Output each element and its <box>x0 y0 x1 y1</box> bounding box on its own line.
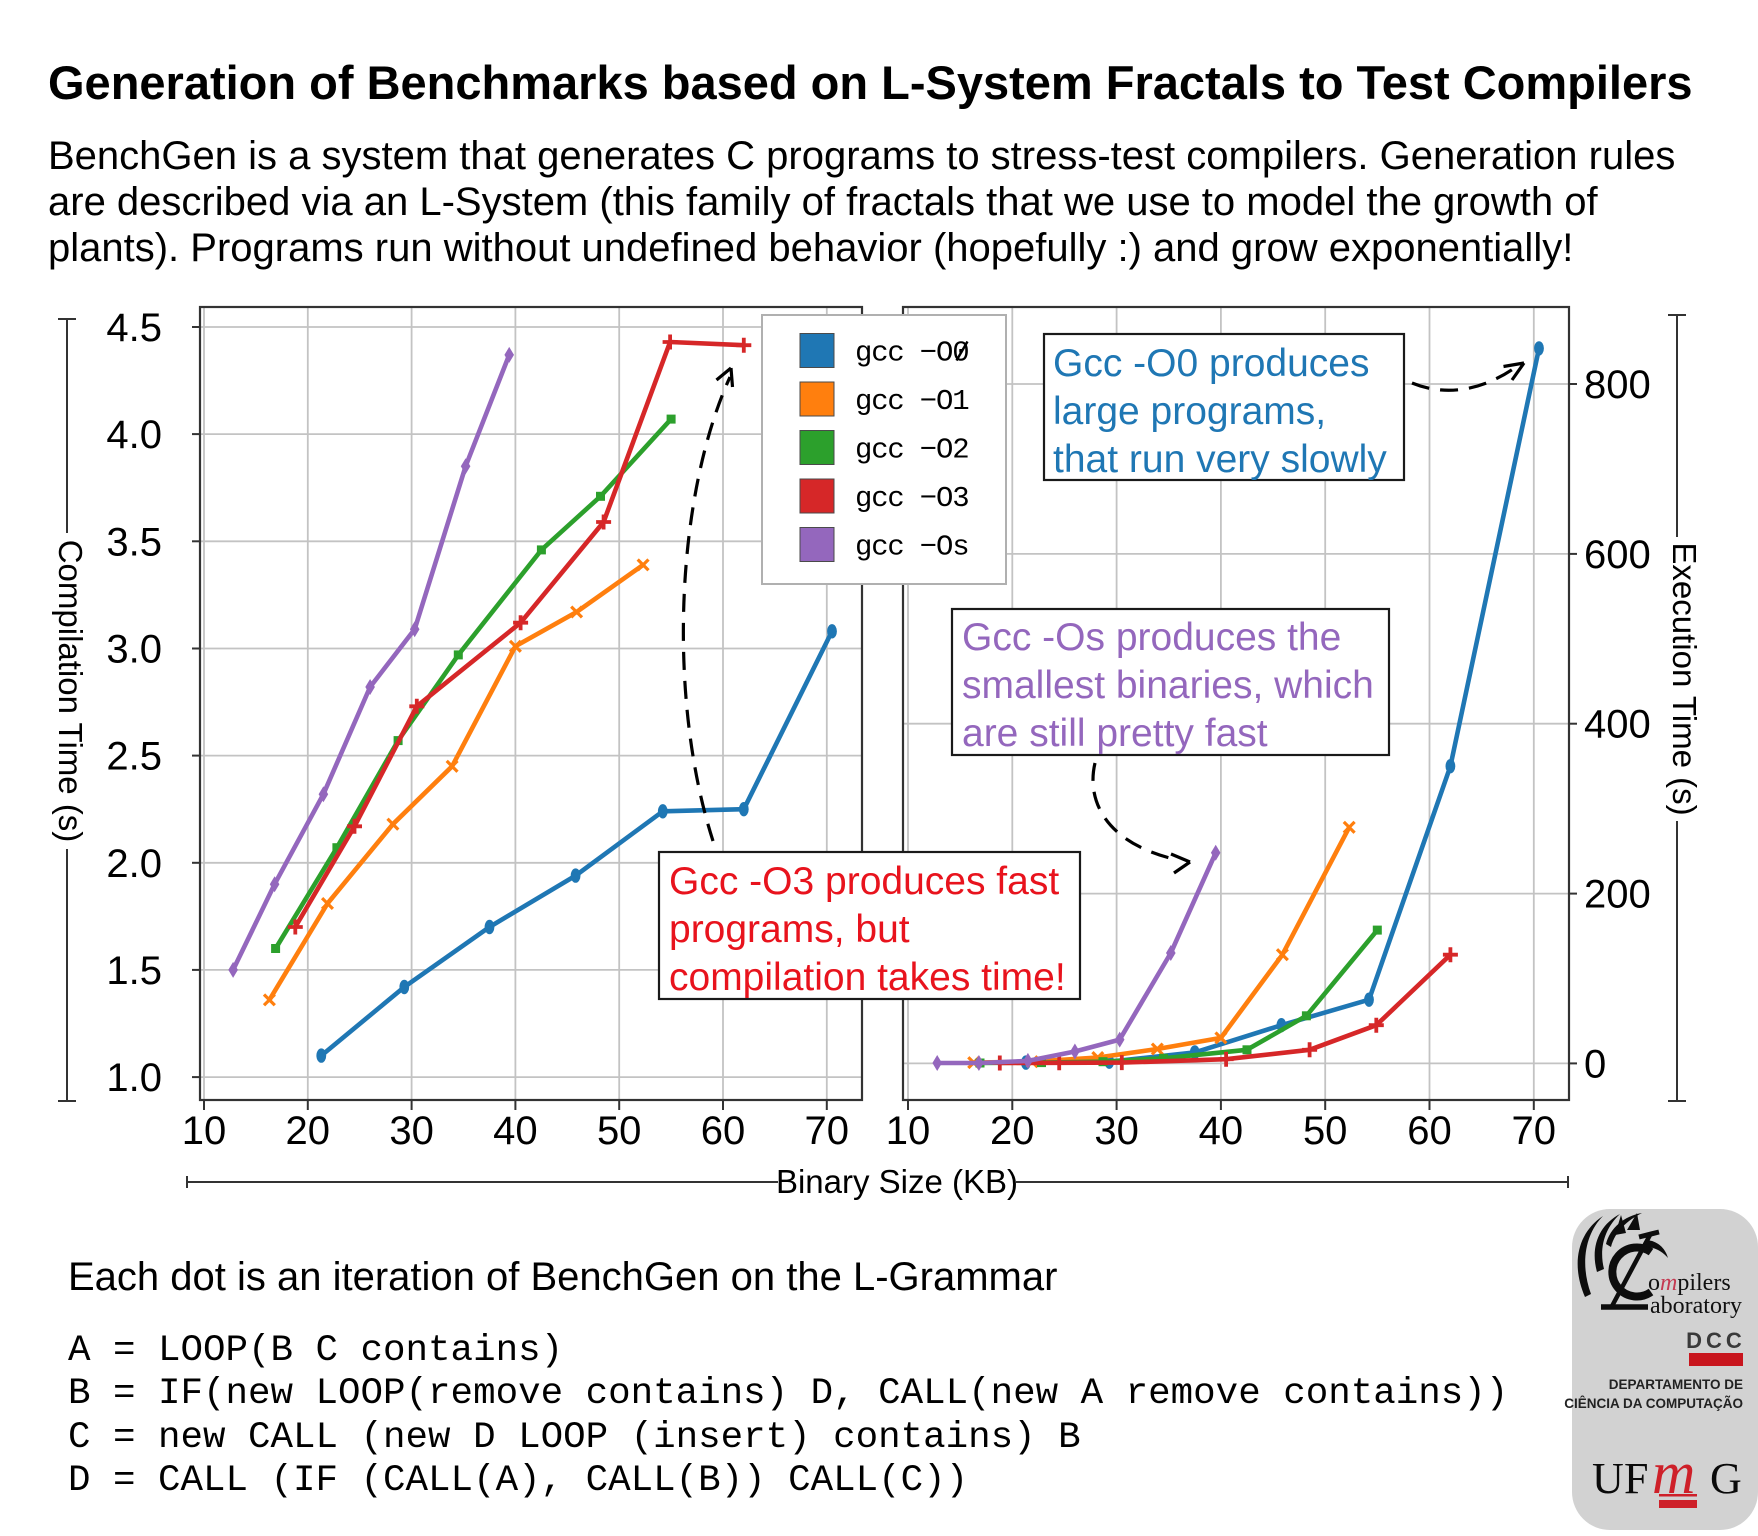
svg-text:gcc −O2: gcc −O2 <box>855 434 968 467</box>
svg-text:30: 30 <box>389 1109 434 1153</box>
svg-text:aboratory: aboratory <box>1650 1293 1742 1319</box>
svg-text:60: 60 <box>1407 1109 1452 1153</box>
svg-text:4.0: 4.0 <box>106 413 162 457</box>
svg-text:20: 20 <box>286 1109 331 1153</box>
svg-text:600: 600 <box>1584 533 1651 577</box>
svg-text:plants). Programs run without: plants). Programs run without undefined … <box>48 226 1573 270</box>
svg-text:CIÊNCIA DA COMPUTAÇÃO: CIÊNCIA DA COMPUTAÇÃO <box>1564 1396 1743 1411</box>
svg-text:DCC: DCC <box>1686 1328 1746 1353</box>
svg-text:50: 50 <box>1303 1109 1348 1153</box>
svg-text:2.5: 2.5 <box>106 735 162 779</box>
svg-text:that run very slowly: that run very slowly <box>1053 438 1387 481</box>
svg-text:Generation of Benchmarks based: Generation of Benchmarks based on L-Syst… <box>48 56 1693 109</box>
svg-text:Gcc -O3 produces fast: Gcc -O3 produces fast <box>669 860 1059 903</box>
svg-text:200: 200 <box>1584 873 1651 917</box>
svg-text:70: 70 <box>805 1109 850 1153</box>
svg-text:are described via an L-System: are described via an L-System (this fami… <box>48 180 1598 224</box>
svg-text:3.0: 3.0 <box>106 628 162 672</box>
svg-text:3.5: 3.5 <box>106 520 162 564</box>
svg-text:C = new CALL (new D LOOP (inse: C = new CALL (new D LOOP (insert) contai… <box>68 1417 1081 1459</box>
svg-text:20: 20 <box>990 1109 1035 1153</box>
svg-text:gcc −O3: gcc −O3 <box>855 482 968 515</box>
svg-text:B = IF(new LOOP(remove contain: B = IF(new LOOP(remove contains) D, CALL… <box>68 1373 1508 1415</box>
svg-text:800: 800 <box>1584 363 1651 407</box>
svg-text:U: U <box>1592 1454 1624 1503</box>
svg-text:10: 10 <box>886 1109 931 1153</box>
svg-text:G: G <box>1710 1454 1742 1503</box>
svg-text:A = LOOP(B C contains): A = LOOP(B C contains) <box>68 1330 563 1372</box>
svg-text:Compilation Time (s): Compilation Time (s) <box>52 540 89 843</box>
svg-text:10: 10 <box>182 1109 227 1153</box>
svg-text:ompilers: ompilers <box>1648 1270 1731 1296</box>
svg-text:gcc −O1: gcc −O1 <box>855 385 968 418</box>
svg-text:smallest binaries, which: smallest binaries, which <box>962 664 1374 707</box>
svg-text:Gcc -Os produces the: Gcc -Os produces the <box>962 616 1341 659</box>
svg-text:40: 40 <box>493 1109 538 1153</box>
svg-text:compilation takes time!: compilation takes time! <box>669 956 1066 999</box>
svg-text:BenchGen is a system that gene: BenchGen is a system that generates C pr… <box>48 134 1675 178</box>
svg-text:1.5: 1.5 <box>106 949 162 993</box>
svg-text:50: 50 <box>597 1109 642 1153</box>
svg-text:DEPARTAMENTO DE: DEPARTAMENTO DE <box>1609 1377 1743 1392</box>
svg-text:Binary Size (KB): Binary Size (KB) <box>776 1163 1018 1200</box>
svg-text:Each dot is an iteration of Be: Each dot is an iteration of BenchGen on … <box>68 1255 1057 1299</box>
svg-text:gcc −O0: gcc −O0 <box>855 337 968 370</box>
svg-text:are still pretty fast: are still pretty fast <box>962 712 1268 755</box>
svg-text:60: 60 <box>701 1109 746 1153</box>
svg-text:F: F <box>1624 1454 1648 1503</box>
svg-text:1.0: 1.0 <box>106 1056 162 1100</box>
svg-text:400: 400 <box>1584 703 1651 747</box>
svg-text:0: 0 <box>1584 1042 1606 1086</box>
svg-text:D = CALL (IF (CALL(A), CALL(B): D = CALL (IF (CALL(A), CALL(B)) CALL(C)) <box>68 1460 968 1502</box>
svg-text:gcc −Os: gcc −Os <box>855 531 968 564</box>
svg-text:70: 70 <box>1512 1109 1557 1153</box>
svg-text:programs, but: programs, but <box>669 908 910 951</box>
svg-text:Gcc -O0 produces: Gcc -O0 produces <box>1053 342 1369 385</box>
svg-text:30: 30 <box>1094 1109 1139 1153</box>
svg-text:4.5: 4.5 <box>106 306 162 350</box>
svg-text:Execution Time (s): Execution Time (s) <box>1666 542 1703 815</box>
svg-text:large programs,: large programs, <box>1053 390 1326 433</box>
svg-text:40: 40 <box>1199 1109 1244 1153</box>
svg-text:2.0: 2.0 <box>106 842 162 886</box>
